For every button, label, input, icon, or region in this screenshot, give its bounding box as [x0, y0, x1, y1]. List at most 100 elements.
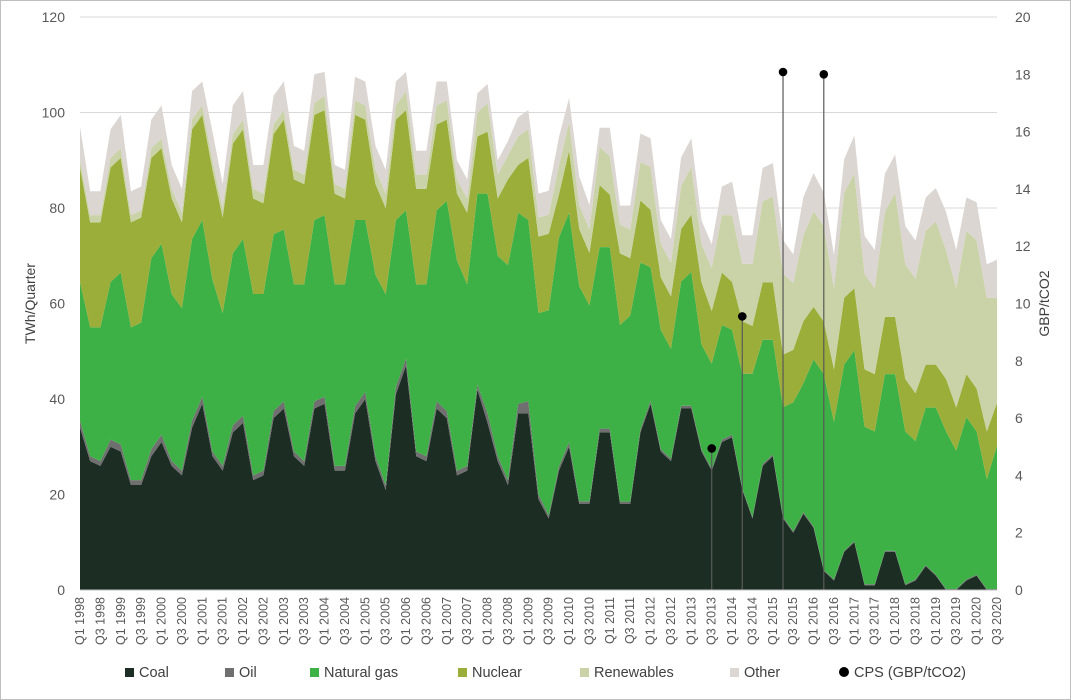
x-tick-label: Q3 2009	[542, 597, 556, 645]
x-tick-label: Q1 2007	[440, 597, 454, 645]
left-axis-ticks: 0 20 40 60 80 100 120	[42, 9, 66, 598]
y2-tick-label: 6	[1015, 410, 1023, 426]
y2-tick-label: 2	[1015, 525, 1023, 541]
legend-swatch	[580, 668, 589, 677]
x-tick-label: Q3 1998	[93, 597, 107, 645]
area-nuclear	[80, 110, 997, 480]
legend-swatch	[458, 668, 467, 677]
legend-swatch	[730, 668, 739, 677]
x-tick-label: Q1 2003	[277, 597, 291, 645]
cps-point	[737, 312, 747, 321]
x-tick-label: Q3 2020	[990, 597, 1004, 645]
x-tick-label: Q3 2008	[501, 597, 515, 645]
x-tick-label: Q3 2011	[623, 597, 637, 644]
legend-item-nuclear: Nuclear	[458, 665, 522, 681]
area-other	[80, 71, 997, 298]
x-tick-label: Q3 2010	[582, 597, 596, 645]
x-tick-label: Q1 1999	[114, 597, 128, 645]
legend-marker	[839, 667, 849, 677]
legend-swatch	[125, 668, 134, 677]
x-tick-label: Q1 2016	[807, 597, 821, 645]
x-tick-label: Q3 2007	[460, 597, 474, 645]
y-tick-label: 100	[42, 105, 66, 121]
legend-item-renewables: Renewables	[580, 665, 674, 681]
x-tick-label: Q1 2002	[236, 597, 250, 645]
y-tick-label: 120	[42, 9, 66, 25]
x-tick-label: Q3 2001	[216, 597, 230, 645]
x-tick-label: Q1 1998	[73, 597, 87, 645]
x-tick-label: Q1 2018	[888, 597, 902, 645]
legend-label: Renewables	[594, 665, 674, 681]
y2-axis-title: GBP/tCO2	[1036, 270, 1052, 336]
cps-point	[819, 70, 829, 79]
x-tick-label: Q1 2020	[970, 597, 984, 645]
x-tick-label: Q1 2015	[766, 597, 780, 645]
x-tick-label: Q1 2000	[155, 597, 169, 645]
legend: Coal Oil Natural gas Nuclear Renewables Other…	[125, 665, 966, 681]
legend-item-other: Other	[730, 665, 780, 681]
y-tick-label: 40	[49, 391, 65, 407]
right-axis-ticks: 0 2 4 6 8 10 12 14 16 18 20	[1015, 9, 1031, 598]
area-renewables	[80, 91, 997, 432]
x-tick-label: Q3 2006	[419, 597, 433, 645]
legend-label: Natural gas	[324, 665, 398, 681]
area-oil	[80, 358, 997, 590]
legend-label: Nuclear	[472, 665, 522, 681]
y2-tick-label: 4	[1015, 467, 1023, 483]
stacked-areas	[80, 71, 997, 590]
x-tick-label: Q1 2010	[562, 597, 576, 645]
y2-tick-label: 0	[1015, 582, 1023, 598]
cps-point	[707, 444, 717, 453]
area-natural-gas	[80, 193, 997, 590]
y2-tick-label: 12	[1015, 238, 1031, 254]
x-tick-label: Q3 2000	[175, 597, 189, 645]
cps-markers	[707, 67, 829, 590]
x-tick-label: Q1 2008	[481, 597, 495, 645]
area-coal	[80, 365, 997, 590]
y2-tick-label: 8	[1015, 353, 1023, 369]
y-tick-label: 20	[49, 487, 65, 503]
legend-swatch	[225, 668, 234, 677]
x-tick-label: Q1 2006	[399, 597, 413, 645]
y2-tick-label: 16	[1015, 124, 1031, 140]
x-tick-label: Q3 1999	[134, 597, 148, 645]
x-tick-label: Q1 2004	[318, 597, 332, 645]
x-tick-label: Q3 2005	[379, 597, 393, 645]
y-tick-label: 0	[57, 582, 65, 598]
x-axis-ticks: Q1 1998 Q3 1998 Q1 1999 Q3 1999 Q1 2000 Q3 20…	[73, 597, 1004, 645]
y2-tick-label: 20	[1015, 9, 1031, 25]
x-tick-label: Q1 2009	[521, 597, 535, 645]
x-tick-label: Q1 2013	[684, 597, 698, 645]
x-tick-label: Q3 2012	[664, 597, 678, 645]
x-tick-label: Q3 2004	[338, 597, 352, 645]
legend-item-cps-gbp-tco2: CPS (GBP/tCO2)	[839, 665, 966, 681]
y2-tick-label: 10	[1015, 296, 1031, 312]
x-tick-label: Q1 2017	[847, 597, 861, 645]
legend-item-oil: Oil	[225, 665, 257, 681]
x-tick-label: Q3 2003	[297, 597, 311, 645]
x-tick-label: Q3 2014	[745, 597, 759, 645]
x-tick-label: Q3 2018	[908, 597, 922, 645]
legend-label: Other	[744, 665, 780, 681]
x-tick-label: Q1 2019	[929, 597, 943, 645]
x-tick-label: Q3 2015	[786, 597, 800, 645]
x-tick-label: Q3 2019	[949, 597, 963, 645]
y-tick-label: 80	[49, 200, 65, 216]
legend-label: Oil	[239, 665, 257, 681]
x-tick-label: Q1 2012	[644, 597, 658, 645]
y-axis-title: TWh/Quarter	[22, 263, 38, 344]
x-tick-label: Q3 2016	[827, 597, 841, 645]
y2-tick-label: 18	[1015, 66, 1031, 82]
x-tick-label: Q1 2005	[358, 597, 372, 645]
legend-label: CPS (GBP/tCO2)	[854, 665, 966, 681]
legend-item-natural-gas: Natural gas	[310, 665, 398, 681]
x-tick-label: Q3 2002	[256, 597, 270, 645]
x-tick-label: Q1 2011	[603, 597, 617, 644]
x-tick-label: Q1 2001	[195, 597, 209, 645]
x-tick-label: Q3 2017	[868, 597, 882, 645]
legend-swatch	[310, 668, 319, 677]
y2-tick-label: 14	[1015, 181, 1031, 197]
cps-point	[778, 67, 788, 77]
x-tick-label: Q1 2014	[725, 597, 739, 645]
